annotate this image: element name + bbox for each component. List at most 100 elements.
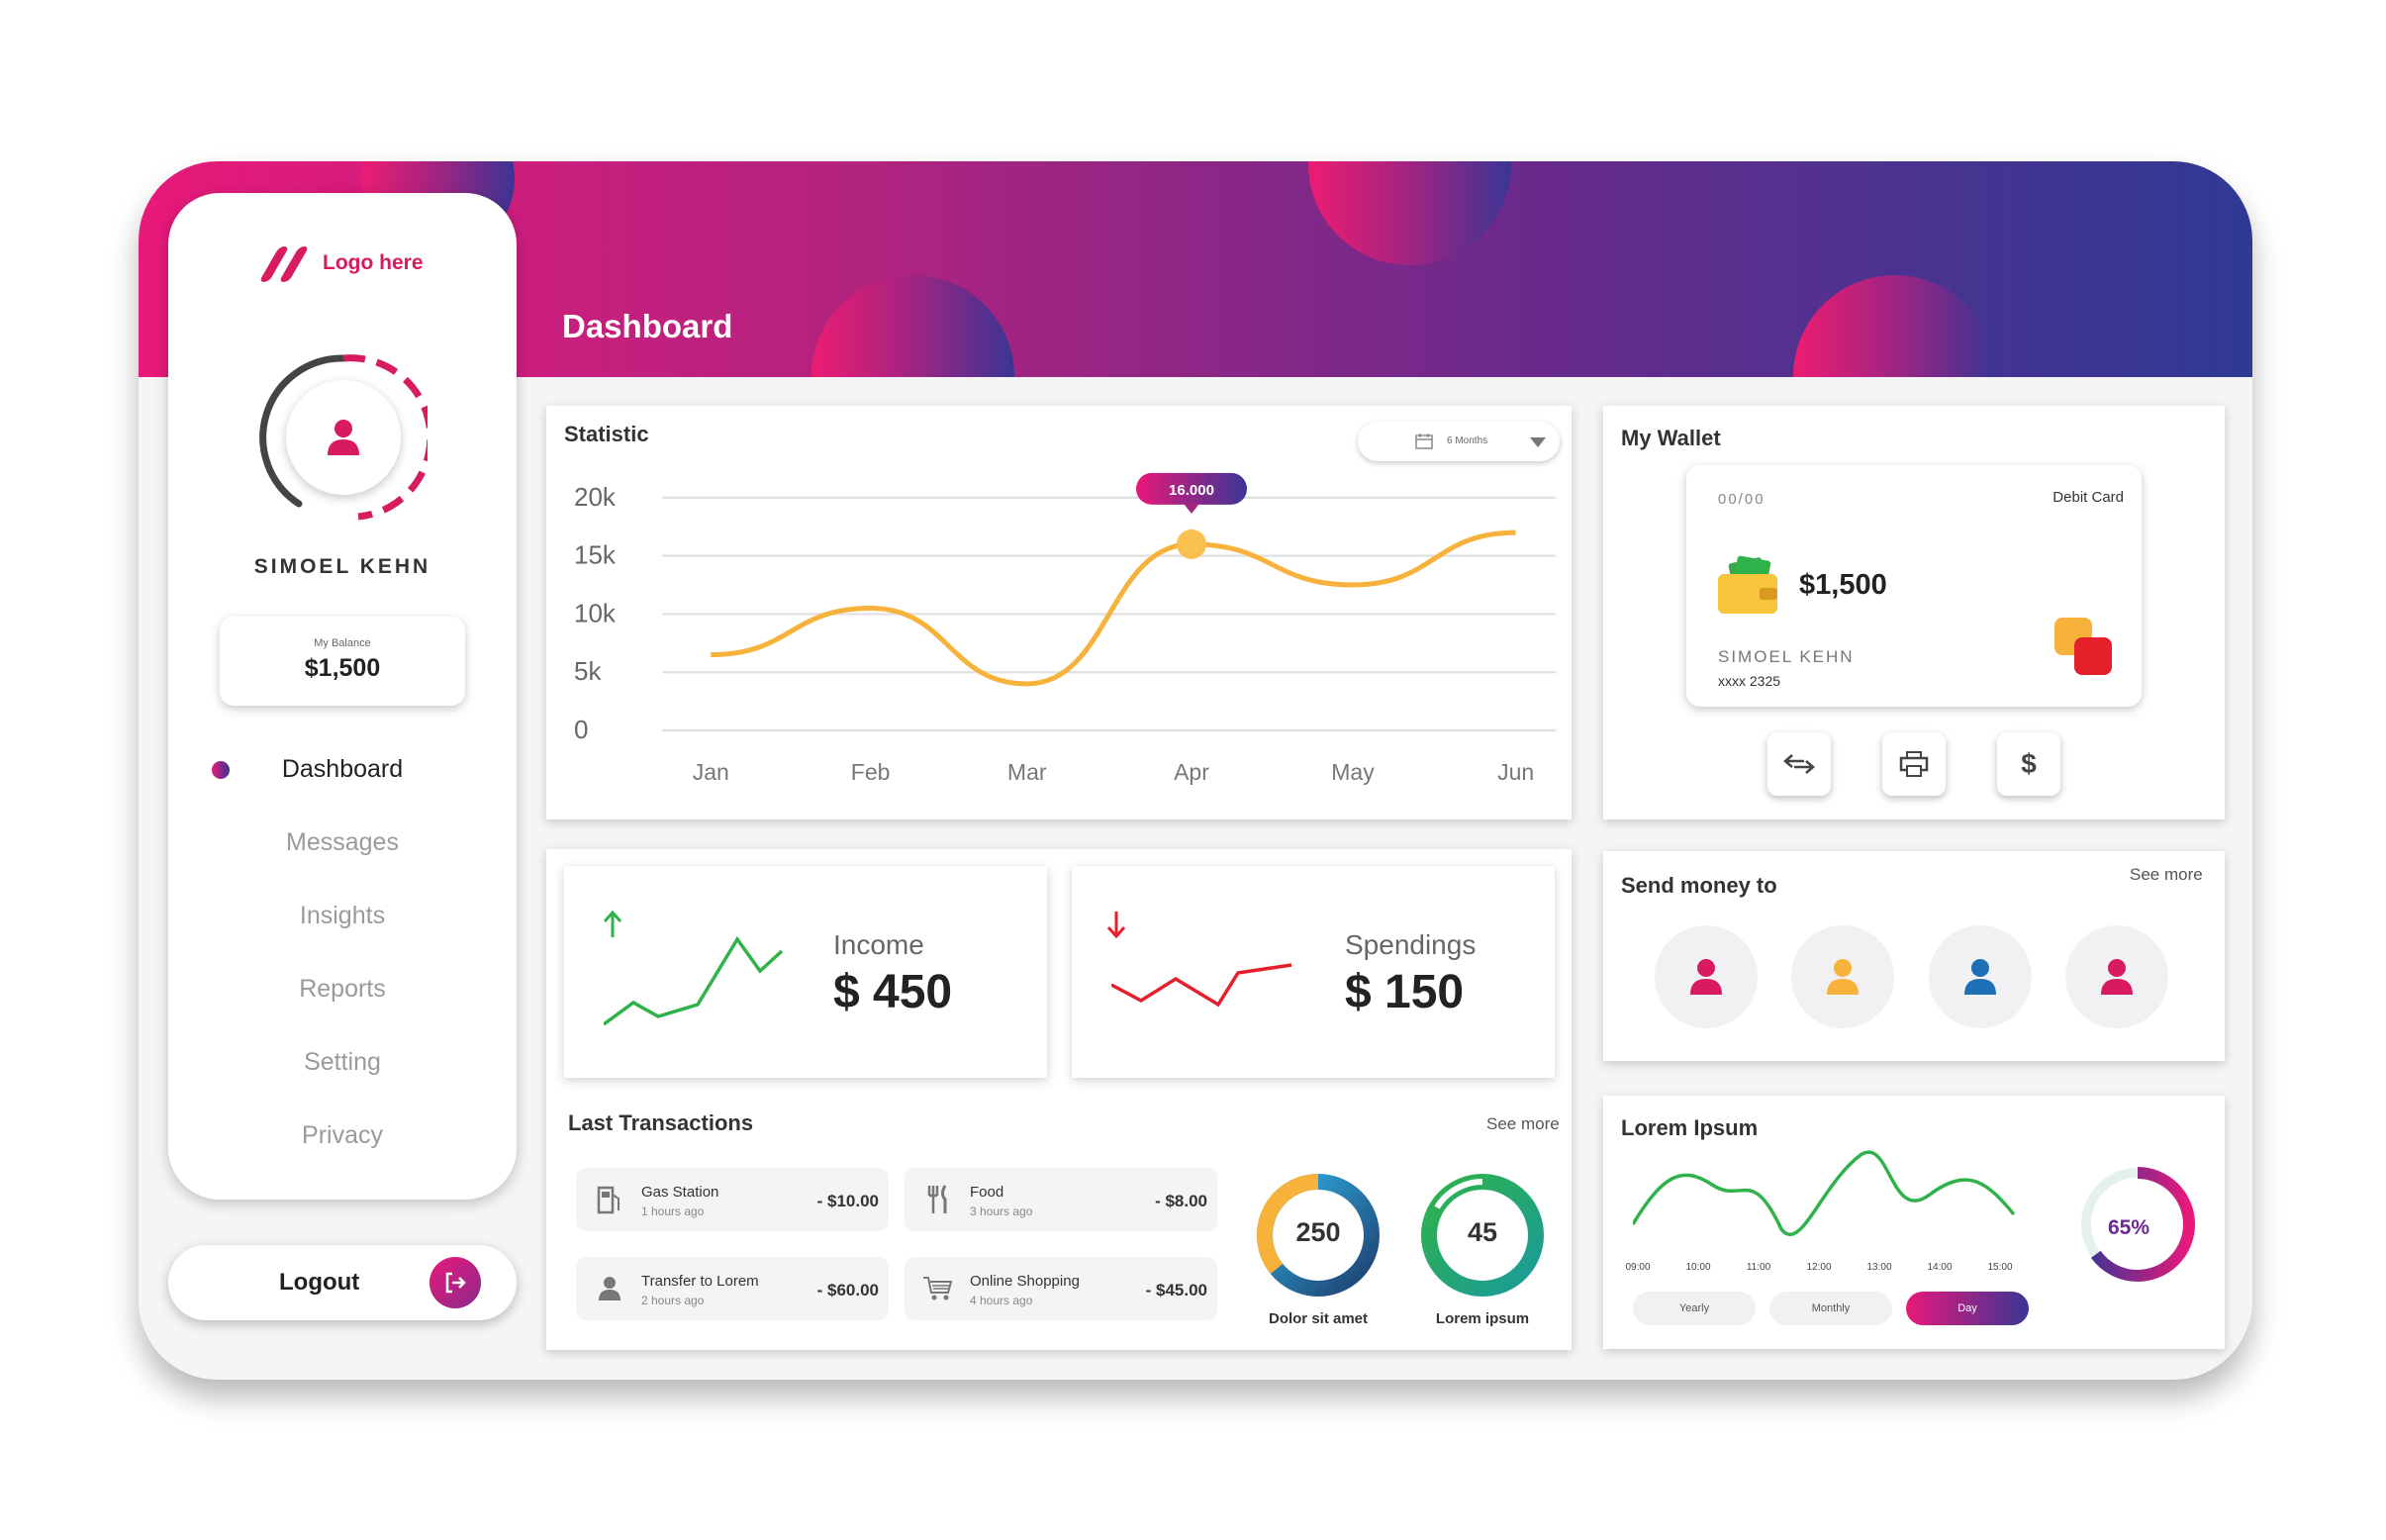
- y-tick-label: 0: [574, 715, 588, 744]
- arrow-up-icon: [603, 910, 622, 937]
- user-icon: [1827, 959, 1859, 995]
- contact-avatar[interactable]: [1929, 925, 2032, 1028]
- sidebar-item-label: Setting: [304, 1048, 381, 1076]
- debit-card[interactable]: 00/00 Debit Card $1,500 SIMOEL KEHN xxxx…: [1686, 465, 2142, 707]
- transaction-amount: - $60.00: [816, 1281, 879, 1299]
- sidebar-item-label: Messages: [286, 828, 399, 856]
- user-icon: [1964, 959, 1996, 995]
- active-dot-icon: [212, 761, 230, 779]
- logo[interactable]: Logo here: [258, 244, 424, 282]
- sidebar-item-messages[interactable]: Messages: [168, 806, 517, 879]
- spendings-card[interactable]: Spendings $ 150: [1072, 866, 1555, 1078]
- donut-label: Lorem ipsum: [1435, 1310, 1530, 1327]
- contact-avatar[interactable]: [2065, 925, 2168, 1028]
- transactions-card: Last Transactions See more Gas Station 1…: [546, 849, 1572, 1350]
- decor-bubble: [811, 275, 1014, 377]
- printer-icon: [1899, 751, 1929, 777]
- time-tick: 10:00: [1685, 1262, 1711, 1273]
- contact-avatar[interactable]: [1655, 925, 1758, 1028]
- y-tick-label: 15k: [574, 540, 617, 570]
- transfer-button[interactable]: [1767, 732, 1831, 796]
- transaction-time: 3 hours ago: [970, 1204, 1033, 1218]
- wallet-icon: [1718, 555, 1777, 614]
- transaction-name: Gas Station: [641, 1184, 719, 1201]
- period-day-button[interactable]: Day: [1906, 1292, 2029, 1325]
- x-tick-label: Jan: [693, 759, 729, 785]
- income-card[interactable]: Income $ 450: [564, 866, 1047, 1078]
- income-value: $ 450: [833, 966, 953, 1018]
- percent-ring-chart: [2080, 1167, 2195, 1282]
- transaction-item[interactable]: Online Shopping 4 hours ago - $45.00: [905, 1257, 1217, 1320]
- time-tick: 11:00: [1746, 1262, 1771, 1273]
- sidebar-item-label: Insights: [299, 902, 386, 929]
- sidebar-item-label: Privacy: [302, 1121, 383, 1149]
- lorem-line-chart: [1633, 1150, 2016, 1236]
- period-dropdown-label: 6 Months: [1447, 435, 1488, 446]
- contact-avatar[interactable]: [1791, 925, 1894, 1028]
- sidebar-item-privacy[interactable]: Privacy: [168, 1099, 517, 1172]
- time-tick: 13:00: [1866, 1262, 1892, 1273]
- sidebar-item-reports[interactable]: Reports: [168, 952, 517, 1025]
- time-tick: 09:00: [1625, 1262, 1651, 1273]
- y-tick-label: 10k: [574, 598, 617, 627]
- sidebar-item-setting[interactable]: Setting: [168, 1025, 517, 1099]
- card-amount: $1,500: [1799, 569, 1887, 601]
- balance-label: My Balance: [314, 637, 371, 649]
- user-name: SIMOEL KEHN: [253, 555, 431, 578]
- dollar-button[interactable]: $: [1997, 732, 2060, 796]
- x-tick-label: Feb: [851, 759, 891, 785]
- x-tick-label: Jun: [1497, 759, 1534, 785]
- period-monthly-button[interactable]: Monthly: [1769, 1292, 1892, 1325]
- period-yearly-button[interactable]: Yearly: [1633, 1292, 1756, 1325]
- sidebar-item-dashboard[interactable]: Dashboard: [168, 732, 517, 806]
- donut-value: 250: [1295, 1217, 1341, 1247]
- transaction-name: Food: [970, 1184, 1004, 1201]
- avatar[interactable]: [259, 353, 434, 522]
- income-label: Income: [833, 929, 924, 960]
- period-dropdown[interactable]: 6 Months: [1358, 422, 1560, 461]
- donut-chart-250: [1256, 1174, 1380, 1297]
- card-holder: SIMOEL KEHN: [1718, 647, 1855, 666]
- fork-knife-icon: [922, 1184, 954, 1215]
- logout-icon: [429, 1257, 481, 1308]
- transaction-amount: - $45.00: [1145, 1281, 1207, 1299]
- card-brand-icon: [2074, 637, 2112, 675]
- decor-bubble: [1308, 161, 1511, 265]
- calendar-icon: [1415, 433, 1433, 449]
- logout-label: Logout: [279, 1269, 360, 1296]
- dollar-icon: $: [2021, 748, 2037, 779]
- transaction-amount: - $10.00: [816, 1192, 879, 1210]
- series-line: [711, 529, 1516, 687]
- donut-value: 45: [1467, 1217, 1498, 1247]
- balance-value: $1,500: [304, 654, 381, 682]
- print-button[interactable]: [1882, 732, 1946, 796]
- transactions-title: Last Transactions: [568, 1110, 754, 1135]
- transaction-time: 2 hours ago: [641, 1294, 705, 1307]
- time-tick: 12:00: [1806, 1262, 1832, 1273]
- sidebar-nav: Dashboard Messages Insights Reports Sett…: [168, 732, 517, 1172]
- sidebar-item-insights[interactable]: Insights: [168, 879, 517, 952]
- card-type: Debit Card: [2052, 489, 2124, 506]
- transaction-name: Transfer to Lorem: [641, 1273, 759, 1290]
- percent-label: 65%: [2108, 1216, 2150, 1239]
- highlight-point[interactable]: [1177, 529, 1206, 559]
- transaction-item[interactable]: Food 3 hours ago - $8.00: [905, 1168, 1217, 1231]
- time-tick: 15:00: [1987, 1262, 2013, 1273]
- transactions-see-more-link[interactable]: See more: [1486, 1114, 1560, 1133]
- avatar-ring-icon: [259, 354, 434, 521]
- logo-icon: [258, 244, 310, 282]
- donut-label: Dolor sit amet: [1268, 1310, 1369, 1327]
- card-date: 00/00: [1718, 491, 1766, 508]
- statistic-chart: 0 5k 10k 15k 20k Jan Feb Mar Apr May Jun 16.000: [574, 472, 1557, 785]
- transaction-item[interactable]: Gas Station 1 hours ago - $10.00: [576, 1168, 889, 1231]
- logout-button[interactable]: Logout: [168, 1245, 517, 1320]
- svg-text:16.000: 16.000: [1169, 482, 1214, 499]
- sidebar-item-label: Reports: [299, 975, 386, 1003]
- sidebar: Logo here SIMOEL KEHN My Balance $1,500 …: [168, 193, 517, 1200]
- transaction-item[interactable]: Transfer to Lorem 2 hours ago - $60.00: [576, 1257, 889, 1320]
- balance-box: My Balance $1,500: [220, 617, 465, 706]
- lorem-ipsum-card: Lorem Ipsum 09:00 10:00 11:00 12:00 13:0…: [1603, 1096, 2225, 1349]
- user-icon: [328, 420, 359, 455]
- send-money-card: Send money to See more: [1603, 851, 2225, 1061]
- send-money-see-more-link[interactable]: See more: [2130, 865, 2203, 884]
